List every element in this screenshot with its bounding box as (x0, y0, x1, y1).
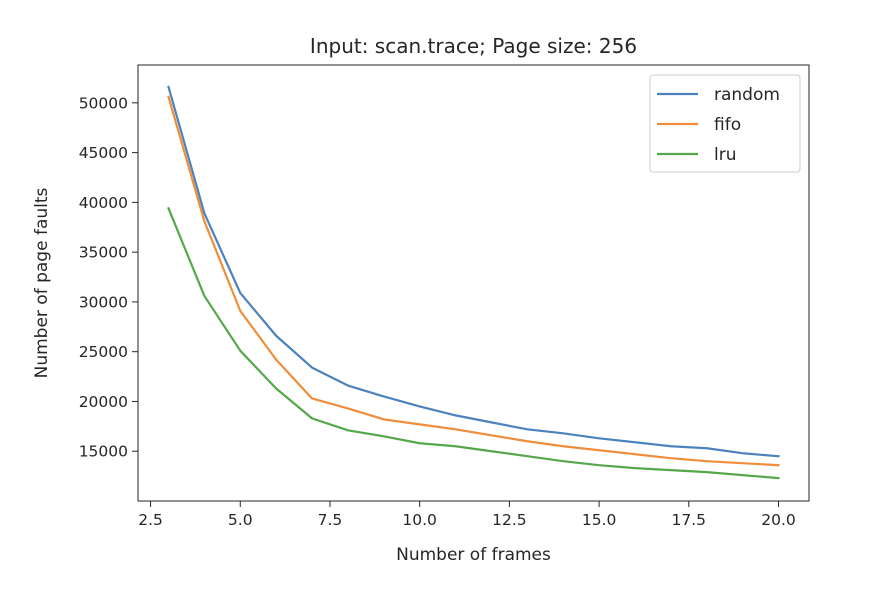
x-axis: 2.5 5.0 7.5 10.0 12.5 15.0 17.5 20.0 (138, 501, 796, 529)
y-tick-label: 50000 (79, 94, 128, 112)
legend-label-fifo: fifo (714, 115, 741, 135)
legend-label-random: random (714, 85, 780, 105)
x-tick-label: 12.5 (492, 511, 527, 529)
chart-title: Input: scan.trace; Page size: 256 (310, 34, 637, 58)
x-tick-label: 10.0 (402, 511, 437, 529)
y-tick-label: 25000 (79, 343, 128, 361)
x-tick-label: 5.0 (228, 511, 253, 529)
legend-label-lru: lru (714, 145, 737, 165)
y-tick-label: 15000 (79, 443, 128, 461)
y-axis-label: Number of page faults (32, 187, 52, 378)
y-axis: 15000 20000 25000 30000 35000 40000 45000 50000 (79, 94, 138, 461)
y-tick-label: 45000 (79, 144, 128, 162)
x-tick-label: 17.5 (672, 511, 707, 529)
x-tick-label: 2.5 (138, 511, 163, 529)
y-tick-label: 20000 (79, 393, 128, 411)
y-tick-label: 40000 (79, 194, 128, 212)
x-axis-label: Number of frames (396, 545, 551, 565)
series-line-fifo (167, 95, 780, 467)
plot-frame (137, 64, 810, 502)
series-line-lru (167, 206, 780, 480)
x-tick-label: 15.0 (582, 511, 617, 529)
y-tick-label: 35000 (79, 244, 128, 262)
y-tick-label: 30000 (79, 293, 128, 311)
x-tick-label: 20.0 (761, 511, 796, 529)
series-line-random (167, 85, 780, 458)
legend: random fifo lru (649, 74, 801, 173)
legend-frame (649, 74, 801, 173)
x-tick-label: 7.5 (318, 511, 343, 529)
series-layer (167, 85, 780, 480)
